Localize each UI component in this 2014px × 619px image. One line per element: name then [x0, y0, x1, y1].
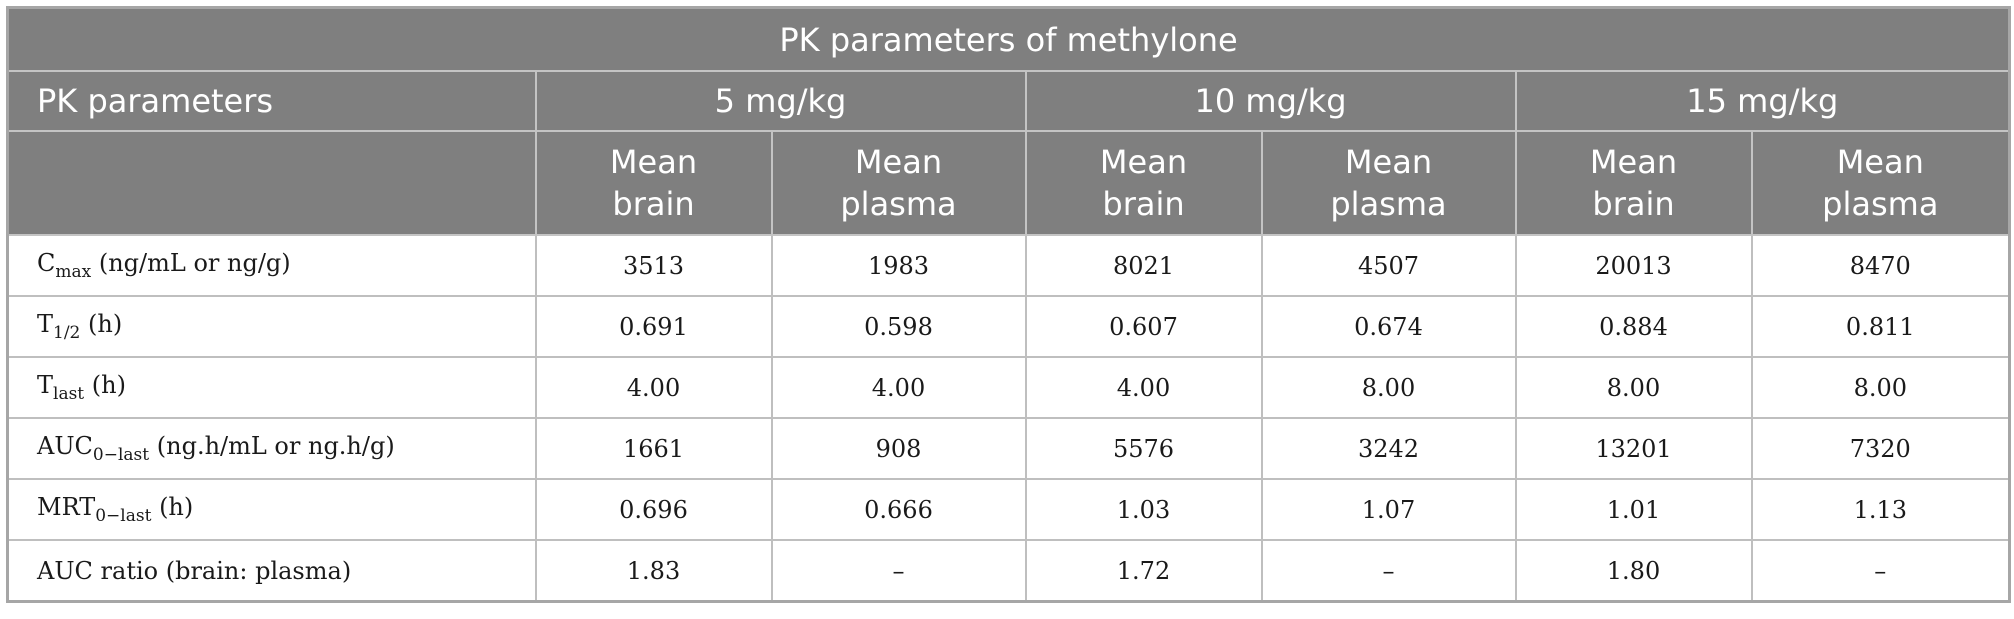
value-cell: 3513 [534, 234, 773, 297]
value-cell: 908 [770, 417, 1027, 480]
param-column-header: PK parameters [6, 70, 537, 132]
param-name-cell: Tlast (h) [6, 356, 537, 419]
table-row: Cmax (ng/mL or ng/g) 3513 1983 8021 4507 2001… [6, 234, 2011, 297]
value-cell: – [1750, 539, 2011, 603]
subheader-cell: Mean plasma [1260, 130, 1517, 236]
value-cell: 8.00 [1514, 356, 1753, 419]
dose-header-row: PK parameters 5 mg/kg 10 mg/kg 15 mg/kg [6, 70, 2011, 132]
value-cell: 1.07 [1260, 478, 1517, 541]
value-cell: 5576 [1024, 417, 1263, 480]
empty-header-cell [6, 130, 537, 236]
param-symbol: C [37, 249, 56, 277]
subheader-cell: Mean brain [1024, 130, 1263, 236]
table-row: Tlast (h) 4.00 4.00 4.00 8.00 8.00 8.00 [6, 356, 2011, 419]
value-cell: 4.00 [534, 356, 773, 419]
param-subscript: 0−last [95, 506, 152, 526]
pk-parameters-table: PK parameters of methylone PK parameters… [6, 6, 2012, 603]
value-cell: 8021 [1024, 234, 1263, 297]
value-cell: 0.811 [1750, 295, 2011, 358]
value-cell: 0.674 [1260, 295, 1517, 358]
table-row: AUC0−last (ng.h/mL or ng.h/g) 1661 908 5576… [6, 417, 2011, 480]
value-cell: – [770, 539, 1027, 603]
table-title-row: PK parameters of methylone [6, 6, 2011, 72]
table-row: MRT0−last (h) 0.696 0.666 1.03 1.07 1.01 1.13 [6, 478, 2011, 541]
table-row: AUC ratio (brain: plasma) 1.83–1.72–1.80– [6, 539, 2011, 603]
value-cell: 1661 [534, 417, 773, 480]
value-cell: 1983 [770, 234, 1027, 297]
value-cell: 13201 [1514, 417, 1753, 480]
param-name-cell: AUC0−last (ng.h/mL or ng.h/g) [6, 417, 537, 480]
value-cell: 3242 [1260, 417, 1517, 480]
param-symbol: MRT [37, 493, 96, 521]
value-cell: 0.666 [770, 478, 1027, 541]
param-symbol: T [37, 310, 54, 338]
value-cell: – [1260, 539, 1517, 603]
param-subscript: 1/2 [53, 323, 81, 343]
param-unit: (ng/mL or ng/g) [91, 249, 291, 277]
value-cell: 1.03 [1024, 478, 1263, 541]
value-cell: 1.13 [1750, 478, 2011, 541]
param-subscript: max [55, 262, 92, 282]
param-unit: (h) [151, 493, 194, 521]
param-name-cell: MRT0−last (h) [6, 478, 537, 541]
value-cell: 8.00 [1750, 356, 2011, 419]
param-subscript: 0−last [92, 445, 150, 465]
value-cell: 8.00 [1260, 356, 1517, 419]
value-cell: 1.01 [1514, 478, 1753, 541]
value-cell: 0.607 [1024, 295, 1263, 358]
subheader-cell: Mean plasma [1750, 130, 2011, 236]
dose-header-10: 10 mg/kg [1024, 70, 1517, 132]
value-cell: 4507 [1260, 234, 1517, 297]
dose-header-15: 15 mg/kg [1514, 70, 2011, 132]
value-cell: 8470 [1750, 234, 2011, 297]
param-name-cell: AUC ratio (brain: plasma) [6, 539, 537, 603]
subheader-cell: Mean brain [534, 130, 773, 236]
value-cell: 1.83 [534, 539, 773, 603]
value-cell: 1.72 [1024, 539, 1263, 603]
param-subscript: last [53, 384, 85, 404]
value-cell: 4.00 [1024, 356, 1263, 419]
param-symbol: AUC ratio (brain: plasma) [37, 556, 352, 585]
param-symbol: AUC [37, 432, 93, 460]
value-cell: 7320 [1750, 417, 2011, 480]
param-unit: (ng.h/mL or ng.h/g) [149, 432, 395, 460]
dose-header-5: 5 mg/kg [534, 70, 1027, 132]
value-cell: 1.80 [1514, 539, 1753, 603]
value-cell: 0.884 [1514, 295, 1753, 358]
subheader-cell: Mean plasma [770, 130, 1027, 236]
subheader-row: Mean brain Mean plasma Mean brain Mean plasm… [6, 130, 2011, 236]
table-row: T1/2 (h) 0.691 0.598 0.607 0.674 0.884 0.811 [6, 295, 2011, 358]
table-body: Cmax (ng/mL or ng/g) 3513 1983 8021 4507 2001… [6, 234, 2011, 603]
param-unit: (h) [80, 310, 123, 338]
value-cell: 0.598 [770, 295, 1027, 358]
value-cell: 0.696 [534, 478, 773, 541]
value-cell: 0.691 [534, 295, 773, 358]
value-cell: 20013 [1514, 234, 1753, 297]
param-symbol: T [37, 371, 54, 399]
param-unit: (h) [84, 371, 126, 399]
param-name-cell: Cmax (ng/mL or ng/g) [6, 234, 537, 297]
table-title: PK parameters of methylone [6, 6, 2011, 72]
param-name-cell: T1/2 (h) [6, 295, 537, 358]
value-cell: 4.00 [770, 356, 1027, 419]
subheader-cell: Mean brain [1514, 130, 1753, 236]
